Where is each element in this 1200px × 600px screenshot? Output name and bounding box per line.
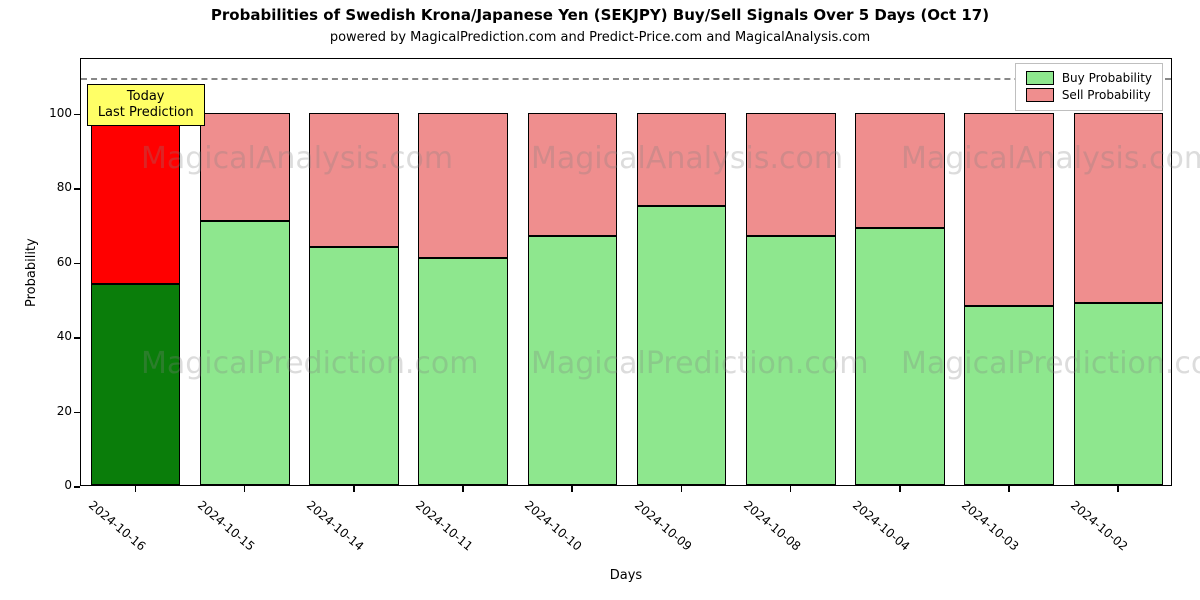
bar-group — [200, 113, 290, 485]
bar-buy — [200, 221, 290, 485]
y-tick-mark — [74, 486, 80, 488]
today-annotation: Today Last Prediction — [87, 84, 205, 127]
bar-group — [309, 113, 399, 485]
y-tick-label: 60 — [40, 255, 72, 269]
y-tick-mark — [74, 337, 80, 339]
x-tick-mark — [353, 486, 355, 492]
x-tick-mark — [899, 486, 901, 492]
x-tick-mark — [571, 486, 573, 492]
watermark-text: MagicalAnalysis.com — [141, 141, 453, 176]
y-tick-label: 80 — [40, 180, 72, 194]
bar-buy — [964, 306, 1054, 485]
x-tick-label: 2024-10-04 — [850, 498, 912, 554]
bar-group — [91, 113, 181, 485]
bar-group — [964, 113, 1054, 485]
plot-area: MagicalAnalysis.comMagicalPrediction.com… — [80, 58, 1172, 486]
bar-buy — [418, 258, 508, 485]
x-tick-label: 2024-10-14 — [304, 498, 366, 554]
y-tick-mark — [74, 263, 80, 265]
bar-sell — [637, 113, 727, 206]
legend-label-buy: Buy Probability — [1062, 70, 1152, 87]
chart-subtitle: powered by MagicalPrediction.com and Pre… — [0, 30, 1200, 45]
legend-item-buy: Buy Probability — [1026, 70, 1152, 87]
x-tick-label: 2024-10-11 — [413, 498, 475, 554]
x-tick-mark — [135, 486, 137, 492]
bar-sell — [309, 113, 399, 247]
y-tick-label: 100 — [40, 106, 72, 120]
bar-buy — [637, 206, 727, 485]
legend: Buy Probability Sell Probability — [1015, 63, 1163, 111]
bar-buy — [746, 236, 836, 485]
x-tick-mark — [790, 486, 792, 492]
annotation-line-1: Today — [98, 89, 194, 105]
bar-sell — [855, 113, 945, 228]
x-tick-label: 2024-10-16 — [86, 498, 148, 554]
y-tick-label: 0 — [40, 478, 72, 492]
x-tick-label: 2024-10-10 — [522, 498, 584, 554]
bar-sell — [200, 113, 290, 221]
legend-swatch-sell — [1026, 88, 1054, 102]
bar-sell — [91, 113, 181, 284]
x-tick-label: 2024-10-03 — [959, 498, 1021, 554]
chart-container: Probabilities of Swedish Krona/Japanese … — [0, 0, 1200, 600]
bar-group — [637, 113, 727, 485]
bar-buy — [1074, 303, 1164, 485]
bar-group — [1074, 113, 1164, 485]
y-tick-label: 20 — [40, 404, 72, 418]
x-tick-mark — [244, 486, 246, 492]
y-tick-mark — [74, 188, 80, 190]
y-axis-label: Probability — [24, 238, 39, 307]
bar-sell — [1074, 113, 1164, 303]
legend-label-sell: Sell Probability — [1062, 87, 1151, 104]
x-tick-label: 2024-10-15 — [195, 498, 257, 554]
bar-group — [855, 113, 945, 485]
legend-item-sell: Sell Probability — [1026, 87, 1152, 104]
bar-sell — [964, 113, 1054, 307]
bar-group — [746, 113, 836, 485]
bar-buy — [309, 247, 399, 485]
x-tick-label: 2024-10-08 — [741, 498, 803, 554]
chart-title: Probabilities of Swedish Krona/Japanese … — [0, 6, 1200, 24]
bar-buy — [528, 236, 618, 485]
bar-sell — [418, 113, 508, 258]
y-tick-mark — [74, 114, 80, 116]
bar-sell — [746, 113, 836, 236]
x-tick-label: 2024-10-09 — [632, 498, 694, 554]
bar-group — [528, 113, 618, 485]
bar-sell — [528, 113, 618, 236]
bar-buy — [91, 284, 181, 485]
y-tick-label: 40 — [40, 329, 72, 343]
x-axis-label: Days — [80, 568, 1172, 583]
bar-group — [418, 113, 508, 485]
legend-swatch-buy — [1026, 71, 1054, 85]
x-tick-mark — [462, 486, 464, 492]
x-tick-label: 2024-10-02 — [1068, 498, 1130, 554]
x-tick-mark — [681, 486, 683, 492]
y-tick-mark — [74, 412, 80, 414]
annotation-line-2: Last Prediction — [98, 105, 194, 121]
x-tick-mark — [1008, 486, 1010, 492]
reference-line — [81, 78, 1171, 80]
bar-buy — [855, 228, 945, 485]
x-tick-mark — [1117, 486, 1119, 492]
